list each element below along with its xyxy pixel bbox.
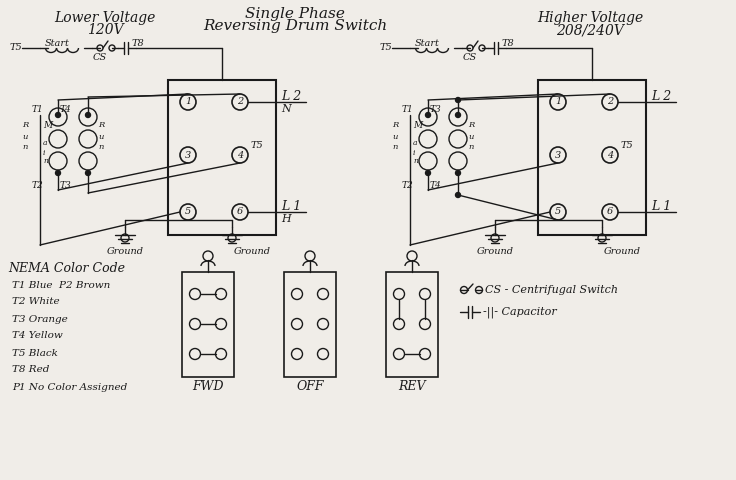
Text: Ground: Ground [604,247,641,255]
Text: T1: T1 [32,106,43,115]
Text: 6: 6 [237,207,243,216]
Circle shape [425,170,431,176]
Text: Ground: Ground [107,247,144,255]
Text: R: R [22,121,28,129]
Text: T8 Red: T8 Red [12,365,49,374]
Text: u: u [22,133,27,141]
Text: CS - Centrifugal Switch: CS - Centrifugal Switch [485,285,618,295]
Text: M: M [43,120,52,130]
Text: Higher Voltage: Higher Voltage [537,11,643,25]
Text: 120V: 120V [87,23,124,37]
Text: Start: Start [45,38,70,48]
Text: i: i [413,149,416,157]
Bar [386,272,438,377]
Text: L 2: L 2 [651,91,671,104]
Text: n: n [43,157,48,165]
Circle shape [85,112,91,118]
Text: T4: T4 [60,106,71,115]
Text: n: n [22,143,27,151]
Text: 5: 5 [185,207,191,216]
Text: H: H [281,214,291,224]
Text: Start: Start [415,38,440,48]
Circle shape [55,112,60,118]
Text: T4 Yellow: T4 Yellow [12,332,63,340]
Text: T1 Blue  P2 Brown: T1 Blue P2 Brown [12,280,110,289]
Circle shape [456,97,461,103]
Text: T5: T5 [251,141,263,149]
Circle shape [456,170,461,176]
Text: CS: CS [93,52,107,61]
Text: T1: T1 [402,106,414,115]
Text: OFF: OFF [297,381,324,394]
Text: -||- Capacitor: -||- Capacitor [483,306,556,318]
Bar [168,80,276,235]
Text: 2: 2 [607,97,613,107]
Text: P1 No Color Assigned: P1 No Color Assigned [12,383,127,392]
Circle shape [85,170,91,176]
Text: Ground: Ground [234,247,271,255]
Circle shape [456,112,461,118]
Bar [182,272,234,377]
Text: R: R [98,121,105,129]
Text: T2 White: T2 White [12,298,60,307]
Text: Single Phase: Single Phase [245,7,345,21]
Text: REV: REV [398,381,425,394]
Bar [284,272,336,377]
Text: T8: T8 [502,38,514,48]
Text: n: n [392,143,397,151]
Text: a: a [413,139,417,147]
Text: T2: T2 [402,180,414,190]
Circle shape [55,170,60,176]
Text: M: M [413,120,422,130]
Text: T8: T8 [132,38,145,48]
Text: T3 Orange: T3 Orange [12,314,68,324]
Text: Ground: Ground [477,247,514,255]
Text: 3: 3 [555,151,561,159]
Text: T5: T5 [380,44,393,52]
Text: T5 Black: T5 Black [12,348,58,358]
Circle shape [456,192,461,197]
Text: T3: T3 [430,106,442,115]
Text: N: N [281,104,291,114]
Text: 208/240V: 208/240V [556,23,624,37]
Text: i: i [43,149,46,157]
Text: L 2: L 2 [281,91,301,104]
Text: L 1: L 1 [281,201,301,214]
Text: R: R [468,121,474,129]
Text: 4: 4 [237,151,243,159]
Text: n: n [98,143,103,151]
Text: 2: 2 [237,97,243,107]
Text: 6: 6 [607,207,613,216]
Circle shape [425,112,431,118]
Text: R: R [392,121,398,129]
Text: Lower Voltage: Lower Voltage [54,11,156,25]
Text: u: u [392,133,397,141]
Text: T5: T5 [10,44,23,52]
Text: 4: 4 [607,151,613,159]
Text: T5: T5 [621,141,634,149]
Text: n: n [413,157,418,165]
Text: T2: T2 [32,180,43,190]
Text: 3: 3 [185,151,191,159]
Bar [538,80,646,235]
Text: u: u [98,133,103,141]
Text: Reversing Drum Switch: Reversing Drum Switch [203,19,387,33]
Text: 5: 5 [555,207,561,216]
Text: u: u [468,133,473,141]
Text: n: n [468,143,473,151]
Text: a: a [43,139,48,147]
Text: CS: CS [463,52,477,61]
Text: NEMA Color Code: NEMA Color Code [8,262,125,275]
Text: L 1: L 1 [651,201,671,214]
Text: T4: T4 [430,180,442,190]
Text: FWD: FWD [192,381,224,394]
Text: 1: 1 [555,97,561,107]
Text: 1: 1 [185,97,191,107]
Text: T3: T3 [60,180,71,190]
